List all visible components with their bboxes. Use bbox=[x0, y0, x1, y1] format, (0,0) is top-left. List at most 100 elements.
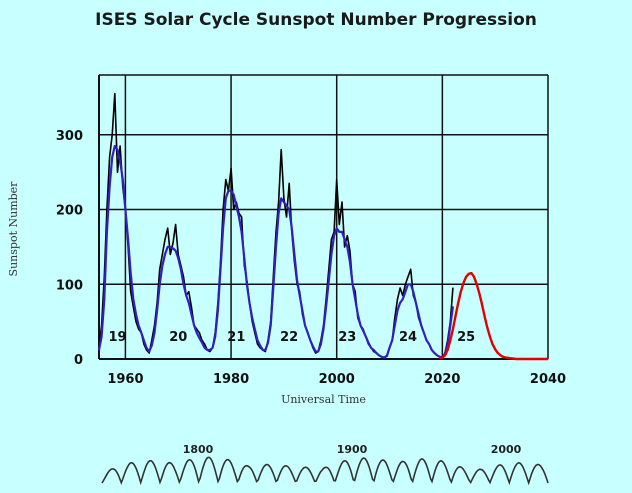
data-point bbox=[354, 298, 356, 300]
data-point bbox=[262, 349, 264, 351]
data-point bbox=[378, 354, 380, 356]
cycle-label: 24 bbox=[399, 330, 417, 345]
data-point bbox=[283, 197, 285, 199]
data-point bbox=[520, 358, 523, 360]
y-axis-label: Sunspot Number bbox=[7, 181, 20, 277]
data-point bbox=[291, 227, 293, 229]
data-point bbox=[151, 344, 153, 347]
data-point bbox=[407, 276, 409, 278]
data-point bbox=[209, 350, 211, 353]
data-point bbox=[336, 179, 338, 181]
data-point bbox=[460, 291, 462, 293]
data-point bbox=[278, 201, 280, 203]
data-point bbox=[489, 335, 491, 338]
data-point bbox=[317, 350, 319, 353]
data-point bbox=[502, 356, 504, 358]
data-point bbox=[135, 313, 137, 315]
data-point bbox=[526, 358, 528, 360]
data-point bbox=[108, 186, 111, 188]
data-point bbox=[386, 355, 388, 357]
data-point bbox=[217, 309, 219, 312]
data-point bbox=[138, 324, 140, 326]
data-point bbox=[275, 246, 277, 248]
data-point bbox=[283, 201, 285, 203]
data-point bbox=[167, 227, 169, 229]
data-point bbox=[338, 223, 340, 226]
data-point bbox=[190, 306, 193, 308]
data-point bbox=[172, 242, 174, 244]
data-point bbox=[230, 190, 232, 192]
data-point bbox=[124, 208, 127, 211]
data-point bbox=[114, 93, 116, 95]
data-point bbox=[547, 358, 549, 360]
chart-title: ISES Solar Cycle Sunspot Number Progress… bbox=[95, 10, 537, 30]
data-point bbox=[449, 324, 451, 326]
data-point bbox=[420, 324, 422, 326]
data-point bbox=[346, 246, 348, 248]
data-point bbox=[412, 291, 414, 293]
data-point bbox=[312, 345, 314, 347]
data-point bbox=[233, 193, 235, 196]
data-point bbox=[169, 246, 171, 248]
data-point bbox=[433, 352, 436, 354]
data-point bbox=[264, 350, 266, 353]
data-point bbox=[119, 145, 121, 147]
data-point bbox=[103, 298, 105, 300]
data-point bbox=[201, 341, 203, 344]
data-point bbox=[531, 358, 533, 360]
data-point bbox=[425, 339, 428, 341]
series-line-smoothed bbox=[97, 144, 454, 359]
y-tick-label: 100 bbox=[56, 278, 83, 293]
data-point bbox=[241, 231, 243, 233]
data-point bbox=[204, 343, 206, 345]
historical-cycle-strip bbox=[101, 456, 549, 486]
data-point bbox=[431, 349, 433, 351]
series-line-monthly bbox=[98, 92, 454, 359]
data-point bbox=[375, 352, 377, 354]
historical-year-label: 1800 bbox=[183, 443, 214, 456]
data-point bbox=[264, 349, 266, 351]
data-point bbox=[402, 298, 404, 300]
y-tick-label: 0 bbox=[74, 353, 83, 368]
data-point bbox=[219, 268, 222, 270]
data-point bbox=[497, 352, 499, 354]
data-point bbox=[256, 339, 259, 341]
data-point bbox=[227, 190, 230, 192]
data-point bbox=[108, 156, 111, 158]
data-point bbox=[333, 235, 335, 237]
data-point bbox=[169, 253, 171, 255]
data-point bbox=[114, 145, 116, 147]
data-point bbox=[481, 303, 483, 306]
data-point bbox=[362, 330, 364, 332]
data-point bbox=[428, 343, 430, 345]
data-point bbox=[243, 257, 245, 259]
data-point bbox=[510, 357, 512, 359]
data-point bbox=[209, 349, 211, 351]
data-point bbox=[351, 283, 354, 285]
x-axis-label: Universal Time bbox=[281, 393, 366, 406]
data-point bbox=[476, 283, 478, 285]
data-point bbox=[172, 247, 174, 249]
cycle-label: 22 bbox=[280, 330, 298, 345]
x-tick-label: 2020 bbox=[424, 372, 460, 387]
data-point bbox=[505, 356, 507, 359]
data-point bbox=[156, 309, 158, 312]
data-point bbox=[423, 332, 425, 334]
data-point bbox=[182, 283, 185, 285]
data-point bbox=[344, 238, 346, 241]
data-point bbox=[153, 332, 156, 334]
data-point bbox=[301, 309, 303, 312]
data-point bbox=[320, 343, 322, 345]
data-point bbox=[307, 332, 309, 334]
data-point bbox=[111, 134, 113, 136]
data-point bbox=[193, 324, 195, 326]
data-point bbox=[285, 205, 288, 207]
data-point bbox=[349, 261, 351, 263]
data-point bbox=[211, 347, 214, 349]
data-point bbox=[388, 347, 391, 349]
data-point bbox=[359, 324, 362, 326]
data-point bbox=[122, 179, 124, 181]
data-point bbox=[238, 216, 240, 218]
data-point bbox=[399, 302, 401, 304]
data-point bbox=[174, 250, 177, 252]
